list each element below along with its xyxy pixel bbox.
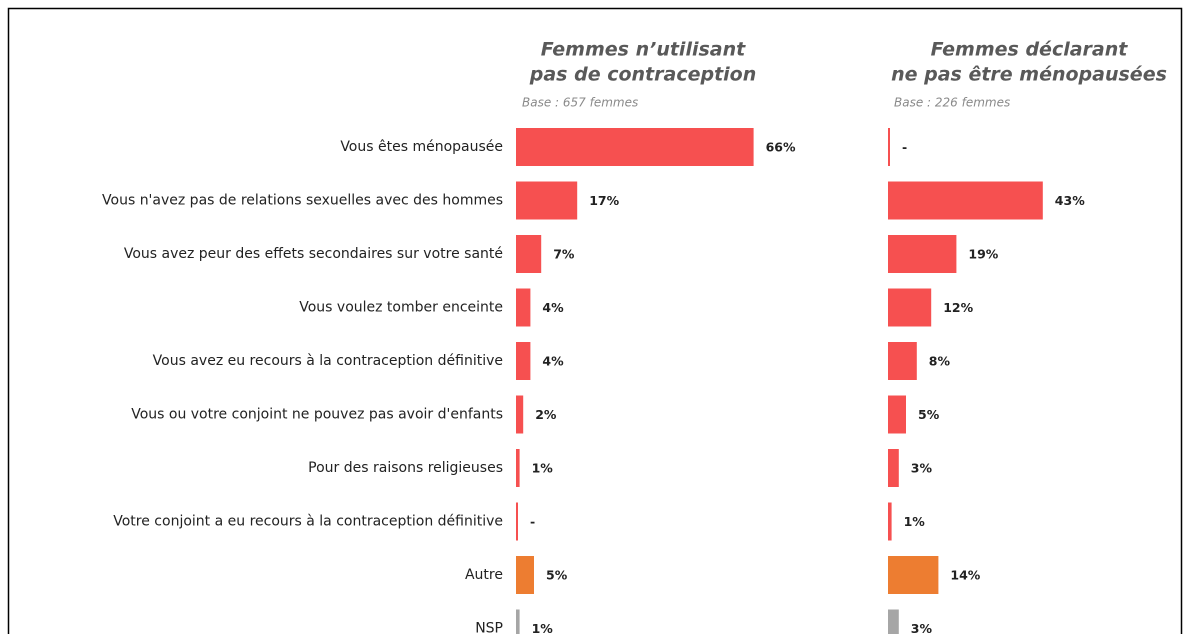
series-title: Femmes déclarant xyxy=(931,39,1129,61)
bar xyxy=(516,449,520,487)
value-label: 2% xyxy=(535,407,557,422)
category-label: Votre conjoint a eu recours à la contrac… xyxy=(113,514,503,530)
value-label: 43% xyxy=(1055,193,1085,208)
bar xyxy=(888,556,939,594)
series-title: ne pas être ménopausées xyxy=(891,64,1167,86)
value-label: 19% xyxy=(968,247,998,262)
bar xyxy=(888,181,1043,220)
bar xyxy=(516,235,542,273)
bar xyxy=(888,288,932,327)
value-label: 12% xyxy=(943,300,973,315)
bar xyxy=(888,502,892,541)
bar xyxy=(516,288,531,327)
series-title: pas de contraception xyxy=(529,64,757,86)
bar xyxy=(516,502,518,541)
series-base: Base : 226 femmes xyxy=(894,96,1010,110)
value-label: 1% xyxy=(532,621,554,634)
value-label: 1% xyxy=(904,514,926,529)
frame xyxy=(7,7,1183,634)
value-label: - xyxy=(902,140,907,155)
category-label: Vous êtes ménopausée xyxy=(340,139,503,155)
value-label: 8% xyxy=(929,354,951,369)
category-label: Vous n'avez pas de relations sexuelles a… xyxy=(102,193,503,209)
value-label: 3% xyxy=(911,461,933,476)
bar xyxy=(516,556,534,594)
category-label: Autre xyxy=(465,567,503,583)
category-label: Pour des raisons religieuses xyxy=(308,460,503,476)
value-label: 5% xyxy=(918,407,940,422)
category-label: NSP xyxy=(475,621,503,634)
series-title: Femmes n’utilisant xyxy=(541,39,746,61)
value-label: 14% xyxy=(950,568,980,583)
value-label: 66% xyxy=(766,140,796,155)
value-label: 5% xyxy=(546,568,568,583)
value-label: 17% xyxy=(589,193,619,208)
bar xyxy=(888,449,899,487)
value-label: 4% xyxy=(542,300,564,315)
bar xyxy=(888,342,917,380)
value-label: 4% xyxy=(542,354,564,369)
bar xyxy=(516,342,531,380)
value-label: - xyxy=(530,514,535,529)
bar xyxy=(888,609,899,634)
bar xyxy=(516,395,524,434)
bar xyxy=(516,181,578,220)
category-label: Vous voulez tomber enceinte xyxy=(299,300,503,316)
bar xyxy=(888,128,890,166)
category-label: Vous avez peur des effets secondaires su… xyxy=(124,246,503,262)
bar xyxy=(516,128,754,166)
bar xyxy=(888,395,906,434)
category-label: Vous avez eu recours à la contraception … xyxy=(153,353,503,369)
bar xyxy=(516,609,520,634)
value-label: 7% xyxy=(553,247,575,262)
value-label: 3% xyxy=(911,621,933,634)
value-label: 1% xyxy=(532,461,554,476)
category-label: Vous ou votre conjoint ne pouvez pas avo… xyxy=(131,407,503,423)
series-base: Base : 657 femmes xyxy=(522,96,638,110)
bar xyxy=(888,235,957,273)
